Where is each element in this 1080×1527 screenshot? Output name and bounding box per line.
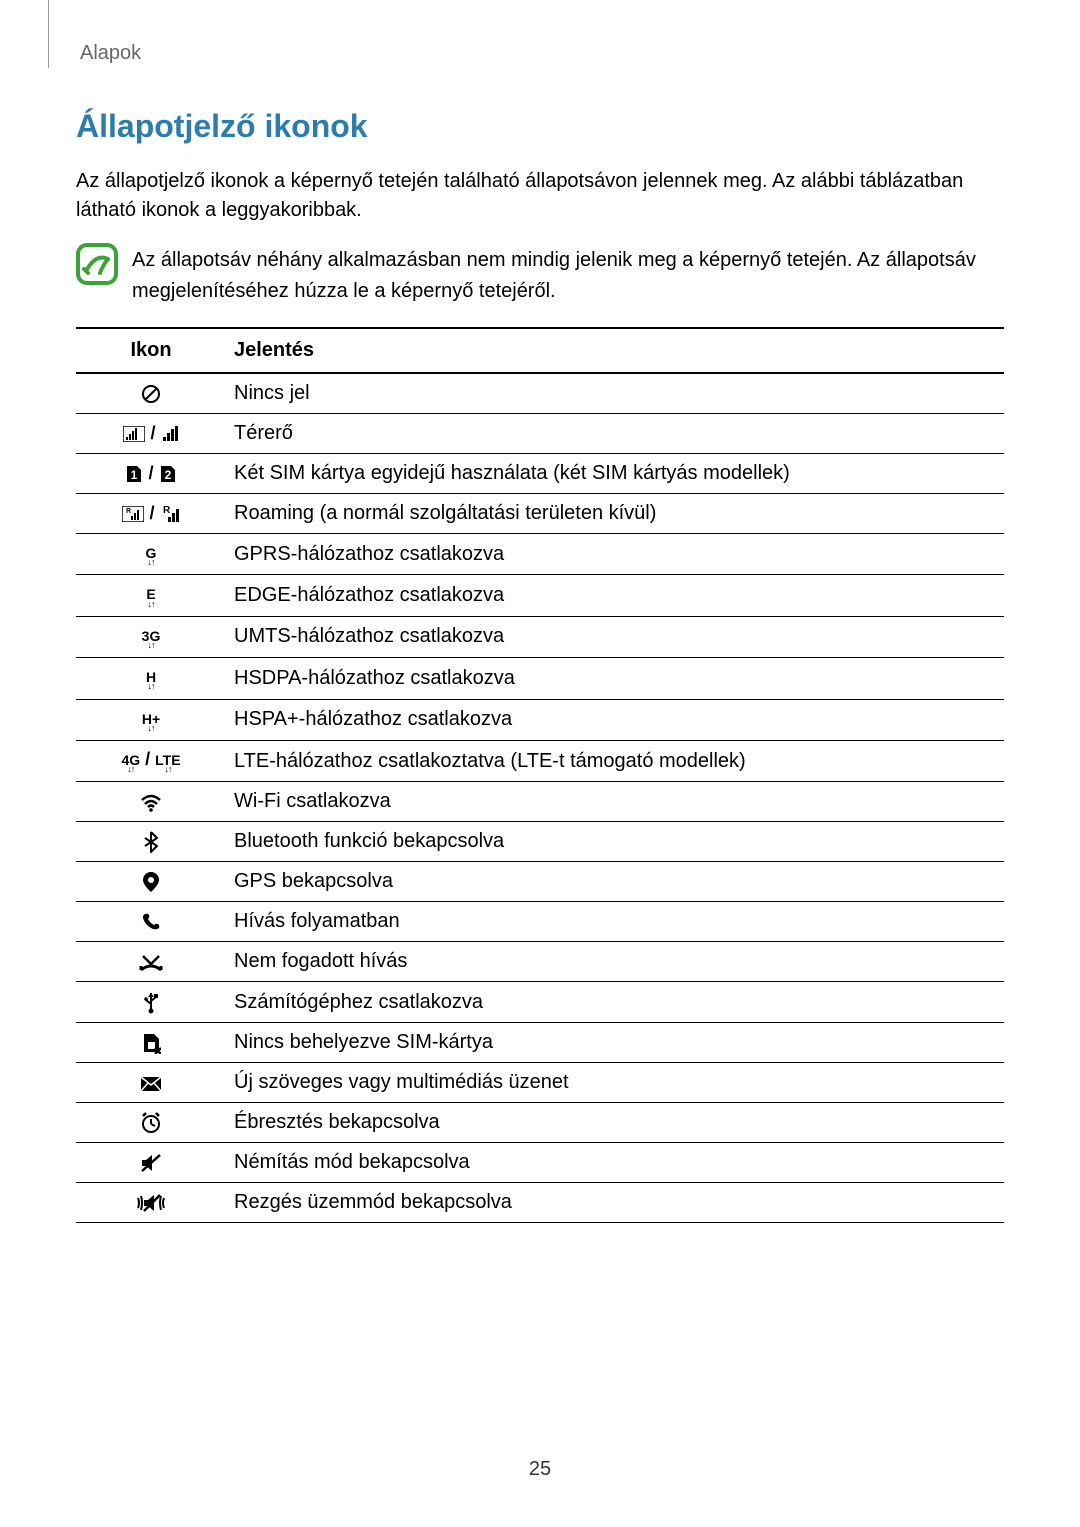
icon-meaning: EDGE-hálózathoz csatlakozva	[226, 575, 1004, 616]
hsdpa-icon: H↓↑	[76, 658, 226, 699]
svg-text:R: R	[163, 505, 171, 516]
table-row: Nem fogadott hívás	[76, 942, 1004, 982]
lte-icon: 4G↓↑ / LTE↓↑	[76, 740, 226, 781]
message-icon	[76, 1063, 226, 1103]
table-row: GPS bekapcsolva	[76, 862, 1004, 902]
icon-meaning: Új szöveges vagy multimédiás üzenet	[226, 1063, 1004, 1103]
icon-meaning: Roaming (a normál szolgáltatási területe…	[226, 494, 1004, 534]
icon-meaning: Bluetooth funkció bekapcsolva	[226, 822, 1004, 862]
table-row: 3G↓↑UMTS-hálózathoz csatlakozva	[76, 616, 1004, 657]
table-row: Új szöveges vagy multimédiás üzenet	[76, 1063, 1004, 1103]
table-row: Némítás mód bekapcsolva	[76, 1143, 1004, 1183]
roaming-icon: R / R	[76, 494, 226, 534]
note-text: Az állapotsáv néhány alkalmazásban nem m…	[132, 243, 1004, 307]
mute-icon	[76, 1143, 226, 1183]
main-content: Állapotjelző ikonok Az állapotjelző ikon…	[76, 108, 1004, 1223]
icon-meaning: Számítógéphez csatlakozva	[226, 982, 1004, 1023]
icon-meaning: GPRS-hálózathoz csatlakozva	[226, 534, 1004, 575]
table-header-row: Ikon Jelentés	[76, 328, 1004, 373]
icon-meaning: Nincs jel	[226, 373, 1004, 414]
note-block: Az állapotsáv néhány alkalmazásban nem m…	[76, 243, 1004, 307]
status-icons-table: Ikon Jelentés Nincs jel / Térerő1 / 2Két…	[76, 327, 1004, 1223]
page-number: 25	[0, 1458, 1080, 1481]
icon-meaning: Nem fogadott hívás	[226, 942, 1004, 982]
icon-meaning: GPS bekapcsolva	[226, 862, 1004, 902]
breadcrumb: Alapok	[80, 42, 141, 65]
icon-meaning: Némítás mód bekapcsolva	[226, 1143, 1004, 1183]
col-header-meaning: Jelentés	[226, 328, 1004, 373]
icon-meaning: Hívás folyamatban	[226, 902, 1004, 942]
gps-icon	[76, 862, 226, 902]
section-title: Állapotjelző ikonok	[76, 108, 1004, 145]
vibrate-icon	[76, 1183, 226, 1223]
icon-meaning: LTE-hálózathoz csatlakoztatva (LTE-t tám…	[226, 740, 1004, 781]
table-row: H+↓↑HSPA+-hálózathoz csatlakozva	[76, 699, 1004, 740]
bluetooth-icon	[76, 822, 226, 862]
no-sim-icon	[76, 1023, 226, 1063]
table-row: E↓↑EDGE-hálózathoz csatlakozva	[76, 575, 1004, 616]
note-icon	[76, 243, 118, 285]
table-row: Hívás folyamatban	[76, 902, 1004, 942]
gprs-icon: G↓↑	[76, 534, 226, 575]
call-icon	[76, 902, 226, 942]
icon-meaning: Rezgés üzemmód bekapcsolva	[226, 1183, 1004, 1223]
intro-paragraph: Az állapotjelző ikonok a képernyő tetejé…	[76, 167, 1004, 225]
edge-icon: E↓↑	[76, 575, 226, 616]
icon-meaning: Nincs behelyezve SIM-kártya	[226, 1023, 1004, 1063]
table-row: Számítógéphez csatlakozva	[76, 982, 1004, 1023]
icon-meaning: Két SIM kártya egyidejű használata (két …	[226, 454, 1004, 494]
signal-icon: /	[76, 414, 226, 454]
table-row: G↓↑GPRS-hálózathoz csatlakozva	[76, 534, 1004, 575]
usb-icon	[76, 982, 226, 1023]
table-row: H↓↑HSDPA-hálózathoz csatlakozva	[76, 658, 1004, 699]
table-row: Bluetooth funkció bekapcsolva	[76, 822, 1004, 862]
page-margin-line	[48, 0, 49, 68]
wifi-icon	[76, 782, 226, 822]
icon-meaning: Térerő	[226, 414, 1004, 454]
table-row: Nincs jel	[76, 373, 1004, 414]
col-header-icon: Ikon	[76, 328, 226, 373]
no-signal-icon	[76, 373, 226, 414]
missed-call-icon	[76, 942, 226, 982]
icon-meaning: HSDPA-hálózathoz csatlakozva	[226, 658, 1004, 699]
svg-text:2: 2	[164, 468, 171, 482]
table-row: R / RRoaming (a normál szolgáltatási ter…	[76, 494, 1004, 534]
dual-sim-icon: 1 / 2	[76, 454, 226, 494]
table-row: Nincs behelyezve SIM-kártya	[76, 1023, 1004, 1063]
hspa-plus-icon: H+↓↑	[76, 699, 226, 740]
table-row: 4G↓↑ / LTE↓↑LTE-hálózathoz csatlakoztatv…	[76, 740, 1004, 781]
table-row: Ébresztés bekapcsolva	[76, 1103, 1004, 1143]
svg-text:1: 1	[131, 468, 138, 482]
icon-meaning: HSPA+-hálózathoz csatlakozva	[226, 699, 1004, 740]
table-row: 1 / 2Két SIM kártya egyidejű használata …	[76, 454, 1004, 494]
icon-meaning: UMTS-hálózathoz csatlakozva	[226, 616, 1004, 657]
icon-meaning: Ébresztés bekapcsolva	[226, 1103, 1004, 1143]
table-row: / Térerő	[76, 414, 1004, 454]
alarm-icon	[76, 1103, 226, 1143]
umts-icon: 3G↓↑	[76, 616, 226, 657]
icon-meaning: Wi-Fi csatlakozva	[226, 782, 1004, 822]
table-row: Wi-Fi csatlakozva	[76, 782, 1004, 822]
svg-text:R: R	[126, 508, 131, 515]
table-row: Rezgés üzemmód bekapcsolva	[76, 1183, 1004, 1223]
